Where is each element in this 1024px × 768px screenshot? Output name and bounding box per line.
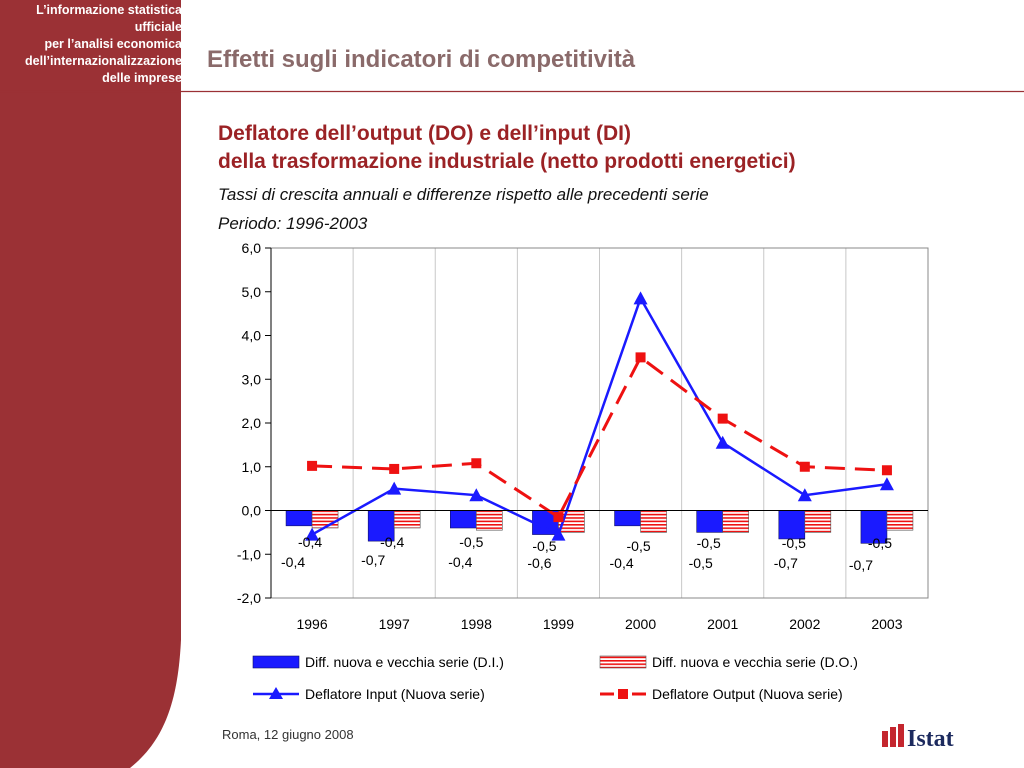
- marker-output: [635, 352, 646, 363]
- marker-output: [389, 463, 400, 474]
- sidebar-line: per l’analisi economica: [44, 37, 182, 51]
- chart: 6,0 5,0 4,0 3,0 2,0 1,0 0,0 -1,0 -2,0 1996 1997 199…: [237, 240, 929, 702]
- marker-input: [633, 291, 648, 305]
- marker-output: [799, 461, 810, 472]
- x-tick-label: 2003: [871, 616, 902, 632]
- y-tick-label: 4,0: [242, 328, 262, 344]
- sidebar-line: dell’internazionalizzazione: [25, 54, 182, 68]
- bar-label-di: -0,7: [361, 552, 385, 568]
- logo-text: Istat: [907, 726, 954, 752]
- y-tick-label: 2,0: [242, 415, 262, 431]
- marker-input: [469, 488, 484, 502]
- page-title: Effetti sugli indicatori di competitivit…: [207, 46, 636, 73]
- x-tick-label: 2001: [707, 616, 738, 632]
- line-input: [311, 295, 888, 537]
- bar-label-di: -0,7: [774, 555, 798, 571]
- bar-do: [804, 510, 832, 533]
- legend-label: Diff. nuova e vecchia serie (D.I.): [305, 654, 504, 670]
- chart-title-line-1: Deflatore dell’output (DO) e dell’input …: [218, 122, 631, 145]
- legend-swatch-do: [599, 655, 647, 669]
- sidebar-caption: L’informazione statistica ufficiale per …: [0, 2, 182, 87]
- bar-di: [614, 510, 641, 527]
- bar-do: [886, 510, 914, 531]
- y-tick-label: -2,0: [237, 590, 261, 606]
- bar-do: [393, 510, 421, 529]
- bar-label-do: -0,5: [627, 538, 651, 554]
- sidebar-line: L’informazione statistica: [36, 3, 182, 17]
- bar-label-do: -0,5: [782, 535, 806, 551]
- bar-do: [722, 510, 749, 533]
- istat-logo: Istat: [882, 724, 954, 752]
- chart-title-line-2: della trasformazione industriale (netto …: [218, 150, 796, 173]
- bar-label-di: -0,7: [849, 557, 873, 573]
- bar-label-di: -0,5: [689, 555, 713, 571]
- x-tick-label: 2000: [625, 616, 656, 632]
- x-tick-label: 1997: [379, 616, 410, 632]
- y-tick-label: 5,0: [242, 284, 262, 300]
- x-tick-label: 1998: [461, 616, 492, 632]
- bar-label-di: -0,6: [527, 555, 551, 571]
- legend-marker-output: [618, 689, 628, 699]
- x-tick-label: 1996: [296, 616, 327, 632]
- marker-output: [471, 458, 482, 469]
- bar-label-di: -0,4: [610, 555, 634, 571]
- legend-label: Deflatore Input (Nuova serie): [305, 686, 485, 702]
- legend-label: Deflatore Output (Nuova serie): [652, 686, 843, 702]
- marker-input: [715, 435, 730, 449]
- y-tick-label: 1,0: [242, 459, 262, 475]
- marker-input: [879, 477, 894, 491]
- marker-output: [307, 460, 318, 471]
- x-tick-label: 2002: [789, 616, 820, 632]
- chart-title: Deflatore dell’output (DO) e dell’input …: [218, 120, 796, 176]
- y-tick-label: -1,0: [237, 546, 261, 562]
- bar-do: [311, 510, 339, 529]
- sidebar-line: ufficiale: [134, 20, 182, 34]
- marker-input: [305, 527, 320, 541]
- bar-label-do: -0,5: [868, 535, 892, 551]
- bar-label-do: -0,4: [298, 534, 322, 550]
- marker-output: [553, 512, 564, 523]
- bar-label-do: -0,4: [380, 534, 404, 550]
- bar-di: [860, 510, 888, 544]
- marker-input: [551, 527, 566, 541]
- bar-do: [640, 510, 667, 533]
- x-tick-label: 1999: [543, 616, 574, 632]
- legend-swatch-di: [252, 655, 300, 669]
- line-output: [312, 355, 888, 520]
- marker-input: [387, 481, 402, 495]
- chart-subtitle: Tassi di crescita annuali e differenze r…: [218, 185, 709, 204]
- bar-label-do: -0,5: [697, 535, 721, 551]
- y-tick-label: 0,0: [242, 503, 262, 519]
- marker-output: [717, 413, 728, 424]
- sidebar-line: delle imprese: [102, 71, 182, 85]
- bar-label-do: -0,5: [532, 538, 556, 554]
- marker-output: [881, 465, 892, 476]
- legend-label: Diff. nuova e vecchia serie (D.O.): [652, 654, 858, 670]
- bar-di: [450, 510, 477, 529]
- bar-label-di: -0,4: [281, 554, 305, 570]
- bar-di: [285, 510, 313, 527]
- chart-period: Periodo: 1996-2003: [218, 214, 368, 233]
- legend-marker-input: [269, 687, 283, 699]
- marker-input: [797, 488, 812, 502]
- footer-date: Roma, 12 giugno 2008: [222, 727, 354, 742]
- y-tick-label: 3,0: [242, 371, 262, 387]
- bar-label-di: -0,4: [448, 554, 472, 570]
- bar-di: [696, 510, 723, 533]
- bar-do: [476, 510, 503, 531]
- bar-label-do: -0,5: [459, 534, 483, 550]
- y-tick-label: 6,0: [242, 240, 262, 256]
